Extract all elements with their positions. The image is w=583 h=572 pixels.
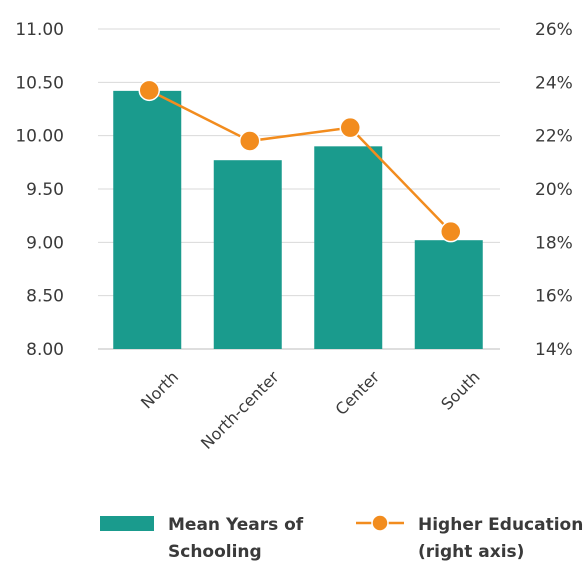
- category-label: South: [437, 367, 483, 413]
- line-point: [440, 220, 462, 243]
- right-axis-tick-label: 14%: [535, 340, 573, 360]
- right-axis-tick-label: 16%: [535, 287, 573, 307]
- legend-bar-label: Mean Years of: [168, 515, 304, 535]
- legend-line-label: (right axis): [418, 542, 524, 562]
- left-axis-tick-label: 10.00: [15, 127, 64, 147]
- right-axis-tick-label: 24%: [535, 73, 573, 93]
- category-label: North: [137, 367, 182, 412]
- left-axis-tick-label: 9.50: [26, 180, 64, 200]
- line-point: [339, 116, 361, 139]
- line-point: [138, 79, 160, 102]
- bar: [113, 90, 182, 349]
- left-axis-tick-label: 10.50: [15, 73, 64, 93]
- right-axis-tick-label: 26%: [535, 20, 573, 40]
- category-label: Center: [332, 367, 384, 419]
- bar: [414, 240, 483, 349]
- right-axis-tick-label: 18%: [535, 233, 573, 253]
- left-axis-tick-label: 8.50: [26, 287, 64, 307]
- bar: [314, 146, 383, 349]
- left-axis-tick-label: 11.00: [15, 20, 64, 40]
- legend-line-marker: [371, 514, 389, 532]
- right-axis-tick-label: 22%: [535, 127, 573, 147]
- bar: [213, 160, 282, 349]
- legend-bar-swatch: [100, 516, 154, 531]
- line-series: [148, 89, 452, 233]
- left-axis-tick-label: 9.00: [26, 233, 64, 253]
- left-axis-tick-label: 8.00: [26, 340, 64, 360]
- right-axis-tick-label: 20%: [535, 180, 573, 200]
- legend-line-label: Higher Education: [418, 515, 583, 535]
- category-label: North-center: [197, 367, 283, 453]
- line-point: [239, 130, 261, 152]
- legend-bar-label: Schooling: [168, 542, 262, 562]
